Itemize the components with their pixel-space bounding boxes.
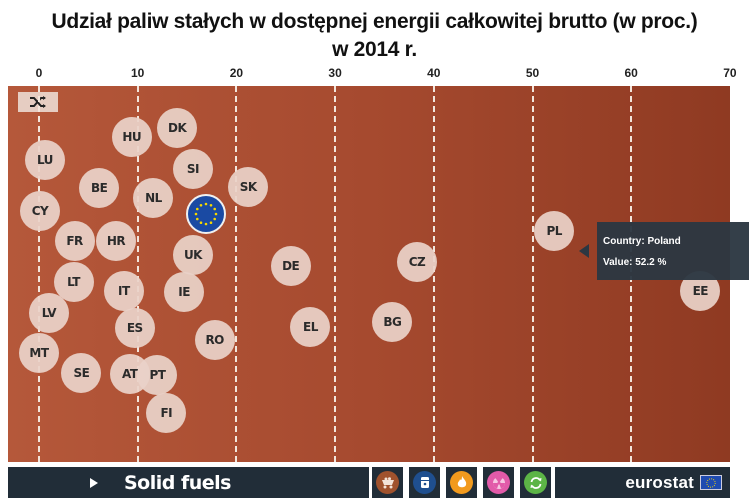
bubble-label: EE	[692, 284, 709, 298]
x-axis-tick: 40	[427, 66, 441, 80]
bubble-label: SK	[239, 180, 257, 194]
bubble-se[interactable]: SE	[61, 353, 102, 393]
bubble-label: FI	[160, 406, 173, 420]
bubble-label: UK	[183, 248, 203, 262]
bubble-label: DE	[282, 259, 300, 273]
play-icon[interactable]	[90, 477, 98, 488]
bubble-it[interactable]: IT	[103, 271, 144, 311]
current-category-label: Solid fuels	[124, 471, 231, 494]
bubble-ro[interactable]: RO	[194, 320, 235, 360]
title-line-1: Udział paliw stałych w dostępnej energii…	[51, 10, 698, 33]
bubble-label: PL	[546, 224, 562, 238]
x-axis-tick: 70	[723, 66, 737, 80]
bubble-fi[interactable]: FI	[146, 393, 187, 433]
tooltip-country: Country: Poland	[603, 236, 681, 247]
bubble-label: BG	[383, 315, 402, 329]
bubble-bg[interactable]: BG	[372, 302, 413, 342]
category-button-solid-fuels[interactable]	[372, 467, 403, 498]
bubble-label: LV	[41, 306, 57, 320]
category-button-renewables[interactable]	[520, 467, 551, 498]
bubble-label: CZ	[408, 255, 426, 269]
bubble-pt[interactable]: PT	[137, 355, 178, 395]
recycle-icon	[524, 471, 547, 494]
bubble-label: LT	[67, 275, 80, 289]
gridline	[235, 86, 238, 462]
bubble-lv[interactable]: LV	[28, 293, 69, 333]
bubble-sk[interactable]: SK	[228, 167, 269, 207]
bubble-label: IE	[178, 285, 190, 299]
category-button-oil[interactable]	[409, 467, 440, 498]
category-bar: Solid fuels	[8, 467, 369, 498]
x-axis-tick: 50	[525, 66, 540, 80]
bubble-label: SE	[73, 366, 90, 380]
tooltip-value: Value: 52.2 %	[603, 257, 667, 268]
bubble-de[interactable]: DE	[270, 246, 311, 286]
bubble-label: DK	[168, 121, 187, 135]
oil-barrel-icon	[413, 471, 436, 494]
brand-name: eurostat	[625, 472, 694, 492]
bubble-cz[interactable]: CZ	[397, 242, 438, 282]
bubble-nl[interactable]: NL	[133, 178, 174, 218]
bubble-label: ES	[126, 321, 143, 335]
bubble-cy[interactable]: CY	[19, 191, 60, 231]
gridline	[531, 86, 534, 462]
bubble-label: NL	[145, 191, 162, 205]
bubble-label: RO	[205, 333, 224, 347]
bubble-hr[interactable]: HR	[95, 221, 136, 261]
eurostat-logo: eurostat	[555, 467, 730, 498]
bubble-label: HU	[122, 130, 142, 144]
bubble-eu[interactable]	[185, 194, 226, 234]
bubble-label: AT	[122, 367, 138, 381]
bubble-mt[interactable]: MT	[19, 333, 59, 373]
bubble-label: BE	[91, 181, 108, 195]
bubble-label: LU	[36, 153, 53, 167]
category-button-nuclear[interactable]	[483, 467, 514, 498]
bubble-si[interactable]: SI	[172, 149, 213, 189]
mine-cart-icon	[376, 471, 399, 494]
bubble-be[interactable]: BE	[79, 168, 120, 208]
bubble-lt[interactable]: LT	[53, 262, 94, 302]
bubble-label: HR	[106, 234, 126, 248]
bubble-label: PT	[149, 368, 166, 382]
bubble-label: IT	[118, 284, 130, 298]
x-axis-tick: 60	[624, 66, 638, 80]
tooltip: Country: Poland Value: 52.2 %	[597, 222, 749, 280]
bubble-el[interactable]: EL	[290, 307, 331, 347]
bubble-fr[interactable]: FR	[54, 221, 95, 261]
bubble-label: SI	[186, 162, 200, 176]
bubble-lu[interactable]: LU	[24, 140, 65, 180]
x-axis-tick: 0	[35, 66, 43, 80]
x-axis-tick: 20	[229, 66, 244, 80]
bubble-label: FR	[66, 234, 83, 248]
eu-flag-icon	[700, 475, 722, 490]
category-button-gas[interactable]	[446, 467, 477, 498]
title-line-2: w 2014 r.	[332, 38, 417, 61]
bubble-dk[interactable]: DK	[157, 108, 198, 148]
gridline	[334, 86, 337, 462]
x-axis-tick: 10	[131, 66, 145, 80]
flame-icon	[450, 471, 473, 494]
tooltip-arrow	[579, 244, 589, 258]
bubble-label: EL	[303, 320, 318, 334]
bubble-uk[interactable]: UK	[172, 235, 213, 275]
bubble-pl[interactable]: PL	[534, 211, 575, 251]
gridline	[38, 86, 40, 462]
gridline	[136, 86, 139, 462]
bubble-es[interactable]: ES	[114, 308, 155, 348]
radiation-icon	[487, 471, 510, 494]
gridline	[432, 86, 435, 462]
bubble-label: CY	[31, 204, 49, 218]
shuffle-icon	[30, 96, 46, 108]
x-axis-tick: 30	[328, 66, 342, 80]
bubble-ie[interactable]: IE	[164, 272, 205, 312]
eu-stars-icon	[194, 202, 218, 226]
bubble-hu[interactable]: HU	[111, 117, 152, 157]
bubble-label: MT	[29, 346, 49, 360]
chart-title: Udział paliw stałych w dostępnej energii…	[0, 8, 749, 64]
